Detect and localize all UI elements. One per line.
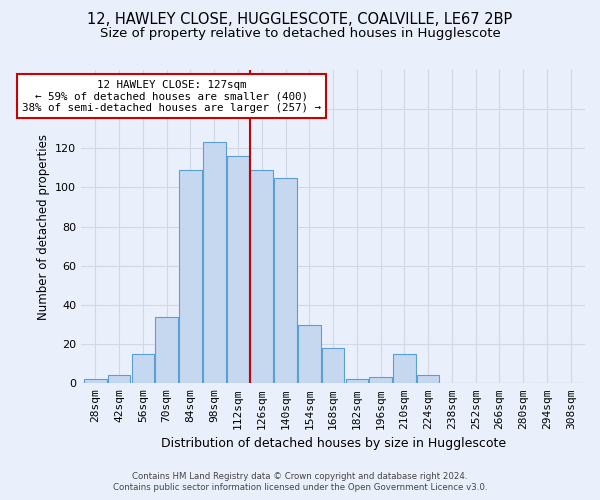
Text: 12, HAWLEY CLOSE, HUGGLESCOTE, COALVILLE, LE67 2BP: 12, HAWLEY CLOSE, HUGGLESCOTE, COALVILLE… [88,12,512,28]
Bar [108,376,130,384]
Bar [274,178,297,384]
Bar [417,376,439,384]
Bar [298,324,320,384]
Bar [203,142,226,384]
Bar [393,354,416,384]
Text: Contains public sector information licensed under the Open Government Licence v3: Contains public sector information licen… [113,484,487,492]
Bar [227,156,249,384]
Text: Contains HM Land Registry data © Crown copyright and database right 2024.: Contains HM Land Registry data © Crown c… [132,472,468,481]
Text: 12 HAWLEY CLOSE: 127sqm
← 59% of detached houses are smaller (400)
38% of semi-d: 12 HAWLEY CLOSE: 127sqm ← 59% of detache… [22,80,321,113]
Bar [322,348,344,384]
Bar [84,380,107,384]
Bar [179,170,202,384]
Y-axis label: Number of detached properties: Number of detached properties [37,134,50,320]
Bar [370,378,392,384]
Text: Size of property relative to detached houses in Hugglescote: Size of property relative to detached ho… [100,28,500,40]
Bar [250,170,273,384]
Bar [131,354,154,384]
Bar [346,380,368,384]
X-axis label: Distribution of detached houses by size in Hugglescote: Distribution of detached houses by size … [161,437,506,450]
Bar [155,316,178,384]
